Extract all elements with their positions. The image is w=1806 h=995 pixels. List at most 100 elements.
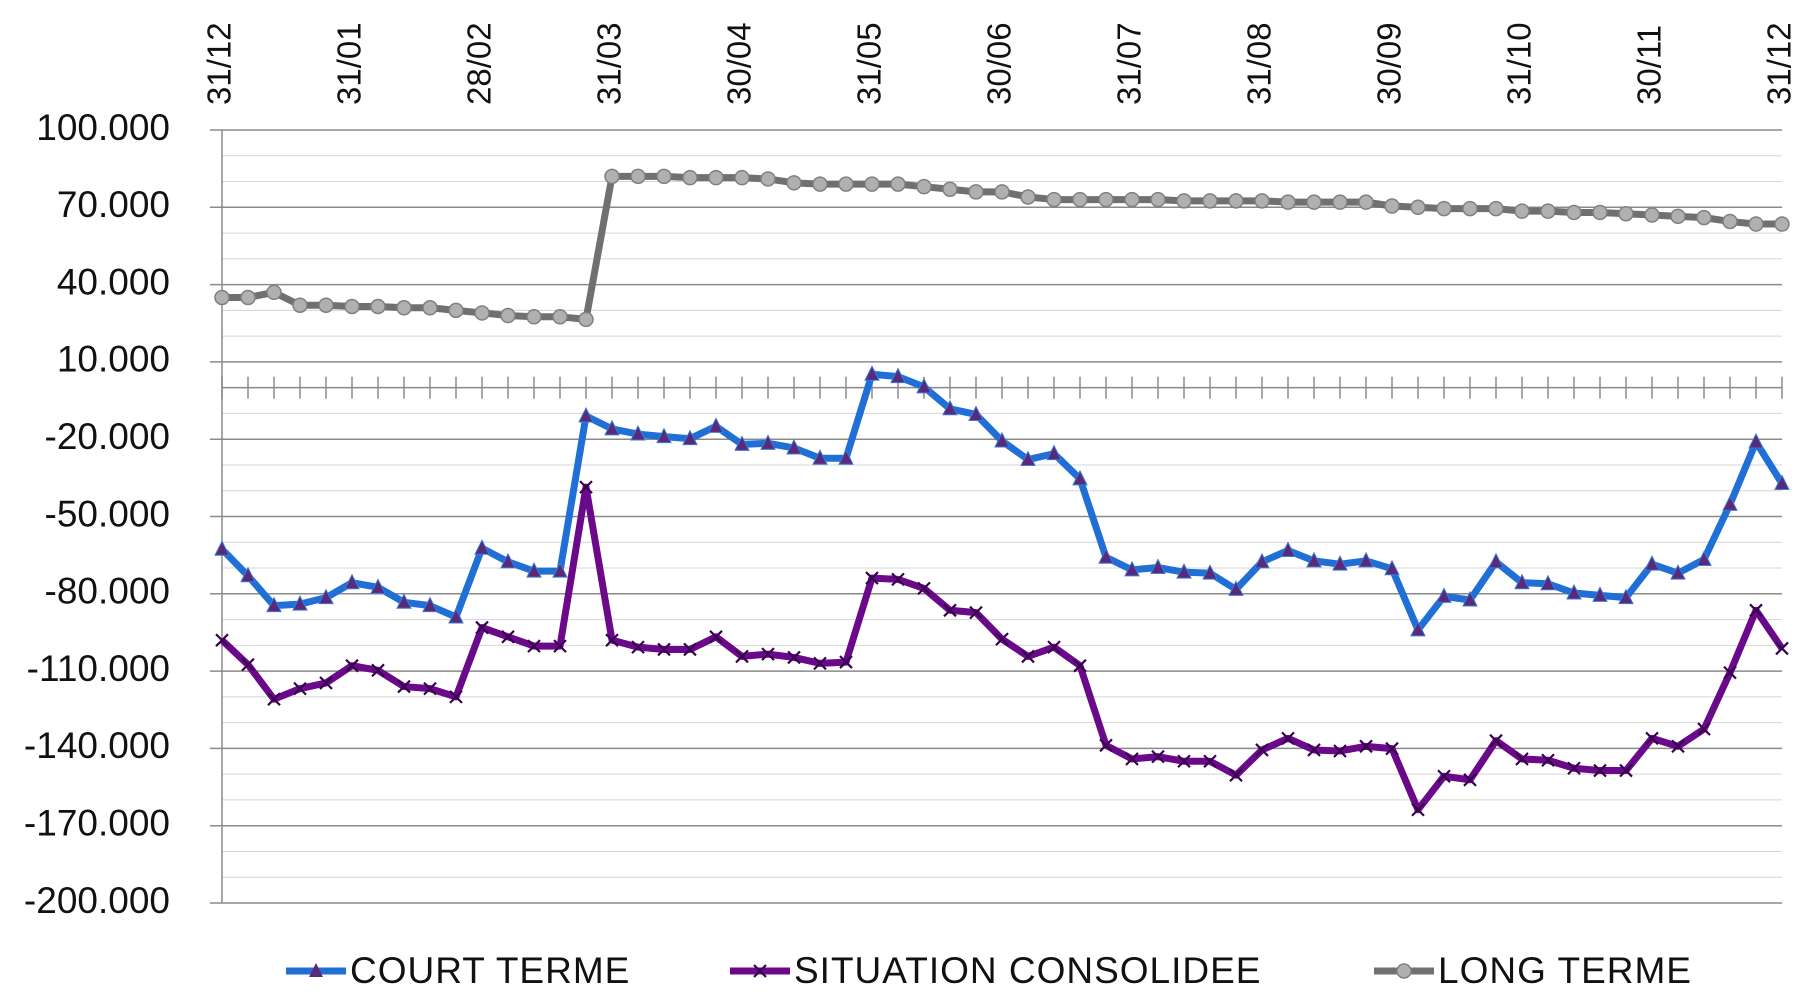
marker <box>1333 744 1347 758</box>
y-tick-label: -20.000 <box>45 416 171 457</box>
marker <box>1670 208 1686 225</box>
marker <box>682 169 698 186</box>
marker <box>292 297 308 313</box>
marker <box>1098 191 1114 208</box>
marker <box>1281 731 1295 746</box>
marker <box>1462 200 1478 217</box>
x-tick-label: 28/02 <box>461 22 498 105</box>
series <box>214 168 1790 328</box>
marker <box>292 594 308 611</box>
marker <box>761 647 775 661</box>
marker <box>1436 200 1452 217</box>
marker <box>422 596 438 613</box>
marker <box>708 169 724 186</box>
marker <box>1072 191 1088 208</box>
marker <box>890 367 906 384</box>
x-tick-label: 30/11 <box>1631 25 1668 105</box>
marker <box>1514 203 1530 219</box>
y-tick-label: 40.000 <box>57 261 170 302</box>
marker <box>293 681 307 696</box>
marker <box>864 176 880 192</box>
y-tick-label: 10.000 <box>57 339 170 380</box>
marker <box>1124 191 1140 208</box>
legend-label: COURT TERME <box>350 950 630 991</box>
marker <box>1124 560 1140 577</box>
marker <box>448 302 464 319</box>
marker <box>214 289 230 306</box>
legend-label: LONG TERME <box>1438 950 1692 991</box>
marker <box>1644 555 1660 571</box>
marker <box>370 578 386 594</box>
marker <box>371 663 385 678</box>
x-tick-label: 30/06 <box>981 22 1018 105</box>
marker <box>474 305 490 321</box>
marker <box>1332 555 1348 571</box>
marker <box>552 309 568 325</box>
marker <box>1358 551 1374 568</box>
marker <box>943 603 957 618</box>
marker <box>1047 640 1061 654</box>
marker <box>1046 191 1062 208</box>
marker <box>1697 722 1711 736</box>
marker <box>527 639 541 653</box>
marker <box>552 562 568 578</box>
marker <box>1202 564 1218 580</box>
marker <box>1410 199 1426 216</box>
marker <box>1722 213 1738 230</box>
marker <box>604 168 620 185</box>
marker <box>1437 769 1451 784</box>
marker <box>423 681 437 696</box>
marker <box>1410 620 1426 637</box>
marker <box>553 639 567 653</box>
marker <box>1514 573 1530 590</box>
marker <box>1671 739 1685 754</box>
marker <box>397 679 411 694</box>
marker <box>370 298 386 315</box>
marker <box>942 181 958 198</box>
marker <box>631 640 645 654</box>
marker <box>994 431 1010 448</box>
x-tick-label: 31/05 <box>851 22 888 105</box>
y-tick-label: -140.000 <box>24 725 170 766</box>
marker <box>1228 580 1244 596</box>
x-tick-label: 31/08 <box>1241 22 1278 105</box>
marker <box>318 588 334 605</box>
marker <box>1151 749 1165 764</box>
marker <box>1411 802 1425 817</box>
marker <box>526 309 542 325</box>
marker <box>1567 761 1581 776</box>
marker <box>760 171 776 187</box>
x-tick-label: 30/04 <box>721 22 758 105</box>
marker <box>578 311 594 328</box>
marker <box>1332 194 1348 210</box>
marker <box>1436 587 1452 603</box>
marker <box>241 657 255 672</box>
marker <box>942 399 958 416</box>
marker <box>1254 193 1270 209</box>
marker <box>1592 586 1608 602</box>
marker <box>1046 444 1062 461</box>
marker <box>708 417 724 433</box>
marker <box>1306 194 1322 210</box>
marker <box>812 176 828 192</box>
marker <box>501 630 515 644</box>
marker <box>1566 204 1582 221</box>
marker <box>1150 558 1166 575</box>
marker <box>396 593 412 609</box>
marker <box>1280 194 1296 210</box>
marker <box>266 284 282 301</box>
marker <box>1644 207 1660 223</box>
marker <box>578 406 594 423</box>
marker <box>968 405 984 421</box>
marker <box>1618 588 1634 605</box>
marker <box>683 642 697 657</box>
marker <box>630 424 646 441</box>
marker <box>760 434 776 450</box>
marker <box>890 176 906 192</box>
y-tick-label: -170.000 <box>24 802 170 843</box>
marker <box>1696 550 1712 567</box>
marker <box>1125 752 1139 766</box>
x-tick-label: 31/01 <box>331 22 368 105</box>
marker <box>215 633 229 647</box>
marker <box>1229 768 1243 782</box>
